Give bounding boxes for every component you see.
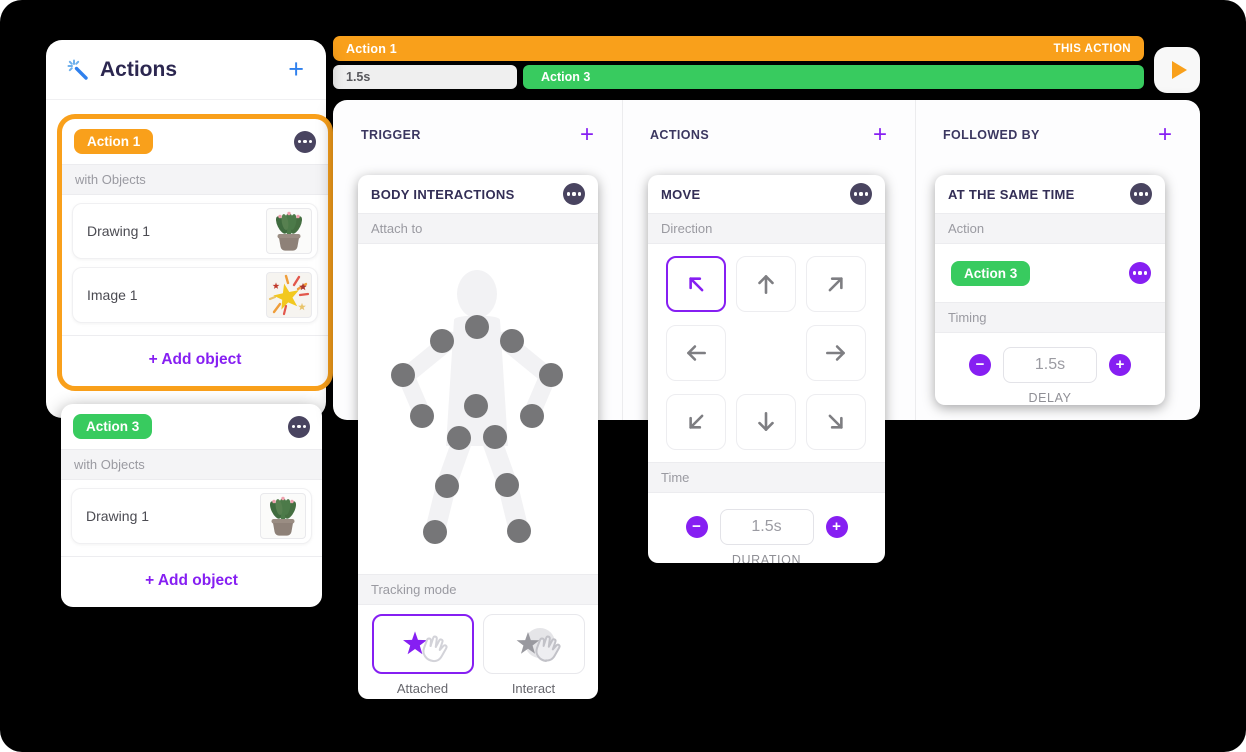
body-interactions-menu-button[interactable] — [563, 183, 585, 205]
tracking-option-attached[interactable] — [371, 614, 474, 674]
delay-minus-button[interactable] — [969, 354, 991, 376]
add-object-button-action3[interactable]: + Add object — [145, 572, 238, 589]
duration-input[interactable] — [719, 509, 814, 545]
action3-card-header: Action 3 — [61, 404, 322, 449]
with-objects-label: with Objects — [61, 449, 322, 480]
action-card-action3[interactable]: Action 3 with Objects Drawing 1 — [61, 404, 322, 607]
action-card-action1[interactable]: Action 1 with Objects Drawing 1 — [57, 114, 333, 391]
direction-up-left-button[interactable] — [666, 256, 726, 312]
action3-menu-button[interactable] — [288, 415, 310, 438]
arrow-up-right-icon — [828, 277, 843, 292]
actions-sidebar: Actions + Action 1 with Objects Drawing … — [46, 40, 333, 418]
actions-column-title: ACTIONS — [650, 128, 710, 142]
followed-action-menu-button[interactable] — [1129, 262, 1151, 284]
direction-label: Direction — [648, 213, 885, 244]
action-label: Action — [935, 213, 1165, 244]
move-card: MOVE Direction — [648, 175, 885, 563]
direction-down-button[interactable] — [736, 394, 796, 450]
arrow-up-left-icon — [689, 277, 704, 292]
column-header-actions: ACTIONS + — [622, 118, 915, 152]
at-the-same-time-card: AT THE SAME TIME Action Action 3 Timing … — [935, 175, 1165, 405]
tracking-interact-label: Interact — [511, 681, 556, 696]
timing-label: Timing — [935, 302, 1165, 333]
followed-by-column-title: FOLLOWED BY — [943, 128, 1040, 142]
arrow-down-left-icon — [689, 414, 704, 429]
this-action-label: THIS ACTION — [1053, 42, 1131, 55]
timeline-delay-chip[interactable]: 1.5s — [333, 65, 517, 89]
plant-thumbnail — [260, 493, 306, 539]
timeline-action1-label: Action 1 — [346, 41, 397, 56]
sidebar-title: Actions — [100, 57, 178, 81]
body-interactions-card: BODY INTERACTIONS Attach to — [358, 175, 598, 699]
delay-input[interactable] — [1003, 347, 1097, 383]
delay-label: DELAY — [1028, 391, 1072, 405]
arrow-down-right-icon — [828, 414, 843, 429]
arrow-up-icon — [758, 275, 774, 294]
divider — [62, 335, 328, 336]
add-object-button-action1[interactable]: + Add object — [148, 351, 242, 368]
add-action-step-button[interactable]: + — [872, 121, 887, 148]
play-button[interactable] — [1154, 47, 1200, 93]
sidebar-header: Actions + — [46, 40, 326, 100]
direction-right-button[interactable] — [806, 325, 866, 381]
direction-left-button[interactable] — [666, 325, 726, 381]
column-separator — [915, 100, 916, 420]
action1-badge[interactable]: Action 1 — [74, 129, 154, 154]
delay-plus-button[interactable] — [1109, 354, 1131, 376]
direction-up-right-button[interactable] — [806, 256, 866, 312]
move-title: MOVE — [661, 186, 701, 202]
plant-thumbnail — [266, 208, 312, 254]
timeline-action1-bar[interactable]: Action 1 THIS ACTION — [333, 36, 1144, 61]
direction-down-right-button[interactable] — [806, 394, 866, 450]
wand-sparkle-icon — [67, 59, 88, 80]
duration-plus-button[interactable] — [825, 516, 848, 538]
followed-action-badge[interactable]: Action 3 — [951, 260, 1031, 286]
duration-label: DURATION — [731, 553, 802, 563]
move-menu-button[interactable] — [850, 183, 872, 205]
attach-to-label: Attach to — [358, 213, 598, 244]
body-silhouette — [391, 270, 563, 544]
divider — [61, 556, 322, 557]
direction-grid — [648, 244, 885, 462]
trigger-column-title: TRIGGER — [361, 128, 421, 142]
timeline-delay-value: 1.5s — [346, 70, 371, 84]
direction-up-button[interactable] — [736, 256, 796, 312]
duration-minus-button[interactable] — [685, 516, 708, 538]
tracking-mode-label: Tracking mode — [358, 574, 598, 605]
column-header-followed-by: FOLLOWED BY + — [915, 118, 1200, 152]
object-row-image1[interactable]: Image 1 — [72, 267, 318, 323]
object-label: Drawing 1 — [86, 508, 150, 524]
action3-badge[interactable]: Action 3 — [73, 414, 153, 439]
column-header-trigger: TRIGGER + — [333, 118, 622, 152]
time-label: Time — [648, 462, 885, 493]
arrow-down-icon — [758, 412, 774, 431]
action1-card-header: Action 1 — [62, 119, 328, 164]
timeline-action3-label: Action 3 — [541, 70, 591, 84]
star-hand-interact-icon — [516, 628, 561, 662]
add-followed-by-button[interactable]: + — [1157, 121, 1172, 148]
arrow-right-icon — [826, 345, 845, 361]
starburst-thumbnail — [266, 272, 312, 318]
action1-menu-button[interactable] — [294, 130, 316, 153]
play-icon — [1171, 61, 1187, 79]
object-label: Drawing 1 — [87, 223, 151, 239]
column-separator — [622, 100, 623, 420]
tracking-option-interact[interactable] — [482, 614, 585, 674]
object-row-drawing1[interactable]: Drawing 1 — [71, 488, 312, 544]
at-the-same-time-title: AT THE SAME TIME — [948, 186, 1075, 202]
body-interactions-title: BODY INTERACTIONS — [371, 186, 515, 202]
object-label: Image 1 — [87, 287, 138, 303]
body-attach-figure[interactable] — [358, 244, 598, 574]
followed-card-menu-button[interactable] — [1130, 183, 1152, 205]
timeline-action3-bar[interactable]: Action 3 — [523, 65, 1144, 89]
arrow-left-icon — [687, 345, 706, 361]
star-hand-attached-icon — [402, 631, 448, 663]
add-action-button[interactable]: + — [288, 54, 304, 84]
direction-down-left-button[interactable] — [666, 394, 726, 450]
tracking-attached-label: Attached — [396, 681, 449, 696]
with-objects-label: with Objects — [62, 164, 328, 195]
object-row-drawing1[interactable]: Drawing 1 — [72, 203, 318, 259]
add-trigger-button[interactable]: + — [579, 121, 594, 148]
